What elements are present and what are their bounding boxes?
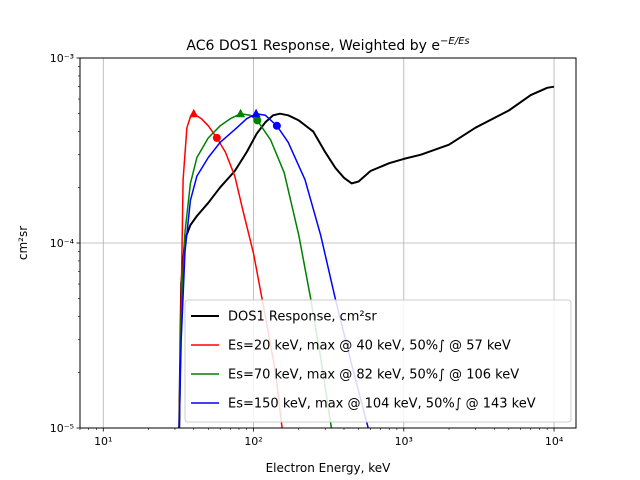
max-marker-3 bbox=[251, 108, 261, 118]
y-tick-label: 10⁻³ bbox=[50, 52, 74, 65]
half-integral-marker-2 bbox=[253, 116, 262, 125]
half-integral-marker-1 bbox=[212, 133, 221, 142]
y-tick-label: 10⁻⁴ bbox=[50, 237, 75, 250]
marker-layer bbox=[189, 108, 281, 142]
legend-box bbox=[184, 299, 572, 423]
x-tick-label: 10⁴ bbox=[545, 435, 564, 448]
max-marker-1 bbox=[189, 108, 199, 118]
legend-entry-1: Es=20 keV, max @ 40 keV, 50%∫ @ 57 keV bbox=[228, 339, 511, 354]
max-marker-2 bbox=[236, 108, 246, 118]
legend-entry-0: DOS1 Response, cm²sr bbox=[228, 310, 377, 325]
y-axis-label: cm²sr bbox=[16, 226, 30, 260]
series-line-0 bbox=[178, 85, 555, 428]
chart-title-superscript: −E/Es bbox=[440, 36, 470, 47]
x-tick-label: 10² bbox=[244, 435, 262, 448]
chart-title: AC6 DOS1 Response, Weighted by e−E/Es bbox=[186, 36, 469, 54]
legend: DOS1 Response, cm²sr Es=20 keV, max @ 40 … bbox=[184, 299, 572, 423]
y-tick-label: 10⁻⁵ bbox=[50, 422, 74, 435]
half-integral-marker-3 bbox=[272, 121, 281, 130]
x-axis-label: Electron Energy, keV bbox=[266, 461, 392, 475]
x-tick-label: 10³ bbox=[395, 435, 413, 448]
axis-ticks: 10¹ 10² 10³ 10⁴ 10⁻⁵ 10⁻⁴ 10⁻³ bbox=[50, 52, 564, 448]
chart-title-text: AC6 DOS1 Response, Weighted by e bbox=[186, 38, 440, 54]
series-line-1 bbox=[178, 112, 283, 428]
x-tick-label: 10¹ bbox=[94, 435, 112, 448]
legend-entry-3: Es=150 keV, max @ 104 keV, 50%∫ @ 143 ke… bbox=[228, 397, 536, 412]
legend-entry-2: Es=70 keV, max @ 82 keV, 50%∫ @ 106 keV bbox=[228, 368, 519, 383]
series-line-3 bbox=[178, 112, 369, 428]
